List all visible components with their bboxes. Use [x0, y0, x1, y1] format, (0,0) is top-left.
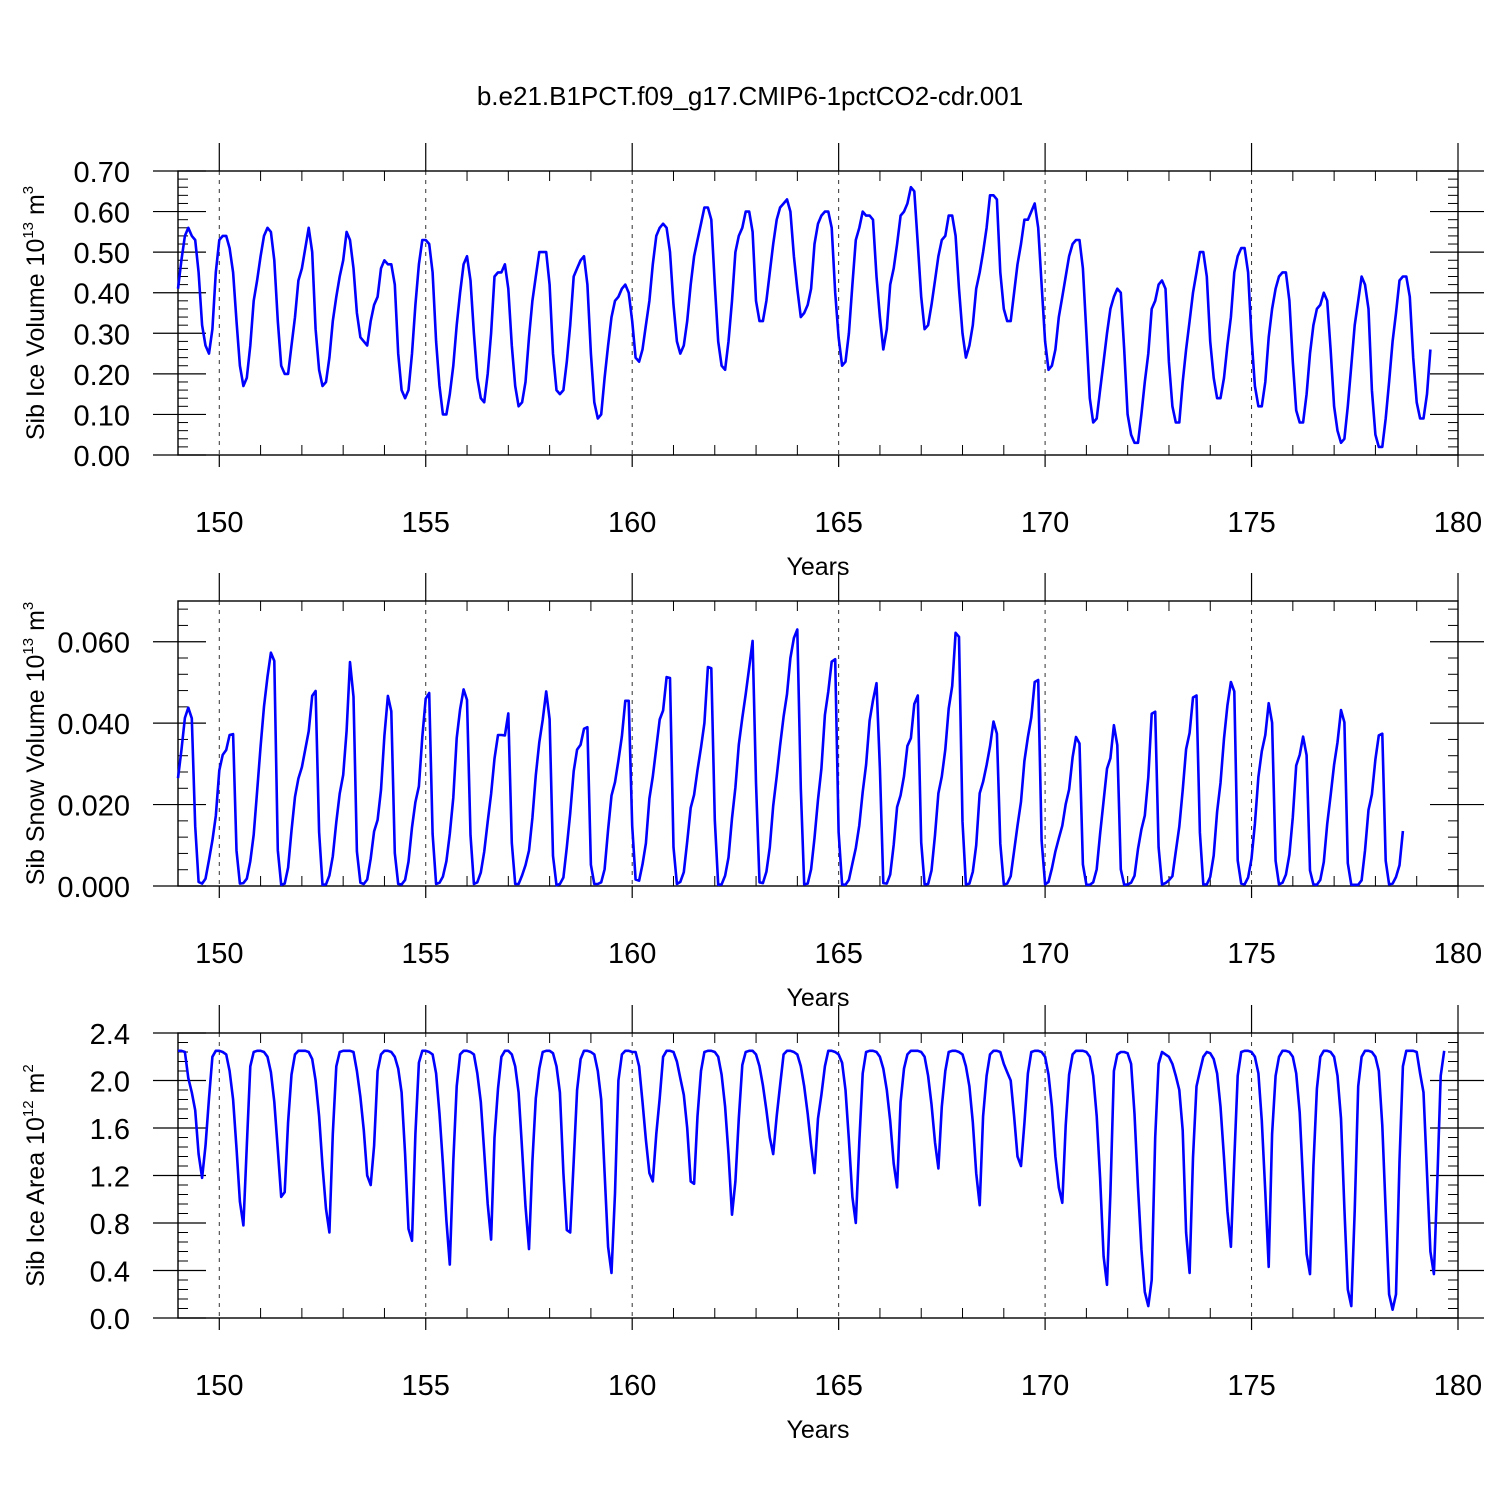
- chart-3-y-tick-label: 0.8: [90, 1209, 130, 1241]
- figure-title: b.e21.B1PCT.f09_g17.CMIP6-1pctCO2-cdr.00…: [477, 81, 1023, 111]
- chart-1-x-tick-label: 180: [1434, 507, 1482, 539]
- panels: 150 155 160 165 170 175 180 0.00 0.10 0.20 0.30 0.4…: [20, 143, 1484, 1444]
- chart-2-y-axis-title: Sib Snow Volume 1013 m3: [20, 602, 50, 886]
- chart-2-y-tick-label: 0.020: [57, 791, 130, 823]
- chart-2-x-tick-label: 170: [1021, 938, 1069, 970]
- chart-1-data-line: [176, 185, 1432, 449]
- chart-3-y-axis-title: Sib Ice Area 1012 m2: [20, 1064, 50, 1286]
- chart-2-y-axis-title-unit-exponent: 3: [20, 602, 37, 610]
- chart-2-y-axis-title-exponent: 13: [20, 638, 37, 655]
- chart-3-y-tick-label: 0.4: [90, 1257, 130, 1289]
- chart-3-x-tick-label: 150: [195, 1370, 243, 1402]
- chart-3-data-line: [178, 1049, 1446, 1311]
- chart-3-y-tick-label: 1.2: [90, 1162, 130, 1194]
- chart-1-y-axis-title-unit: m: [22, 194, 50, 222]
- chart-3-x-tick-label: 170: [1021, 1370, 1069, 1402]
- chart-3-x-tick-label: 165: [814, 1370, 862, 1402]
- chart-2-x-tick-label: 150: [195, 938, 243, 970]
- chart-2-y-tick-label: 0.000: [57, 872, 130, 904]
- chart-3-y-axis-title-text: Sib Ice Area 10: [22, 1117, 50, 1287]
- chart-1-y-axis-title-text: Sib Ice Volume 10: [22, 239, 50, 441]
- chart-2-y-tick-label: 0.040: [57, 709, 130, 741]
- chart-3-plot-frame: [177, 1032, 1459, 1319]
- chart-2-x-tick-label: 180: [1434, 938, 1482, 970]
- chart-3-x-axis-title: Years: [786, 1416, 849, 1444]
- chart-3-x-tick-label: 155: [402, 1370, 450, 1402]
- chart-1-y-tick-label: 0.60: [74, 198, 130, 230]
- chart-1-y-tick-label: 0.40: [74, 279, 130, 311]
- chart-2-x-tick-label: 155: [402, 938, 450, 970]
- chart-3-x-tick-label: 175: [1227, 1370, 1275, 1402]
- chart-3-y-axis-title-unit-exponent: 2: [20, 1064, 37, 1072]
- chart-1-plot-frame: [177, 170, 1459, 456]
- chart-1-x-tick-label: 155: [402, 507, 450, 539]
- chart-3-x-tick-label: 180: [1434, 1370, 1482, 1402]
- chart-1-x-tick-label: 170: [1021, 507, 1069, 539]
- chart-2-x-axis-title: Years: [786, 984, 849, 1012]
- chart-2-x-tick-label: 165: [814, 938, 862, 970]
- chart-2-data-line: [176, 628, 1405, 887]
- chart-2-x-tick-label: 160: [608, 938, 656, 970]
- chart-1-y-tick-label: 0.10: [74, 400, 130, 432]
- chart-1-y-tick-label: 0.00: [74, 441, 130, 473]
- chart-1-y-axis-title-unit-exponent: 3: [20, 186, 37, 194]
- chart-2-y-axis-title-unit: m: [22, 610, 50, 638]
- chart-2-y-tick-label: 0.060: [57, 628, 130, 660]
- chart-1-y-axis-title-exponent: 13: [20, 222, 37, 239]
- chart-1-x-axis-title: Years: [786, 553, 849, 581]
- chart-1-y-tick-label: 0.50: [74, 238, 130, 270]
- chart-panel-1: 150 155 160 165 170 175 180 0.00 0.10 0.20 0.30 0.4…: [20, 143, 1484, 581]
- chart-3-y-tick-label: 1.6: [90, 1114, 130, 1146]
- chart-1-x-tick-label: 175: [1227, 507, 1275, 539]
- chart-1-x-tick-label: 165: [814, 507, 862, 539]
- chart-1-x-tick-label: 150: [195, 507, 243, 539]
- chart-3-y-axis-title-unit: m: [22, 1073, 50, 1101]
- chart-2-x-tick-label: 175: [1227, 938, 1275, 970]
- chart-3-y-tick-label: 0.0: [90, 1304, 130, 1336]
- chart-panel-3: 150 155 160 165 170 175 180 0.0 0.4 0.8 1.2 1.6 2.0 2…: [20, 1005, 1484, 1444]
- chart-1-y-tick-label: 0.20: [74, 360, 130, 392]
- chart-panel-2: 150 155 160 165 170 175 180 0.000 0.020 0.040 0.06…: [20, 573, 1484, 1012]
- chart-1-x-tick-label: 160: [608, 507, 656, 539]
- chart-2-plot-frame: [177, 600, 1459, 887]
- chart-1-y-tick-label: 0.70: [74, 157, 130, 189]
- chart-3-y-tick-label: 2.0: [90, 1067, 130, 1099]
- chart-3-x-tick-label: 160: [608, 1370, 656, 1402]
- chart-1-y-tick-label: 0.30: [74, 319, 130, 351]
- chart-2-y-axis-title-text: Sib Snow Volume 10: [22, 655, 50, 886]
- chart-3-y-tick-label: 2.4: [90, 1019, 130, 1051]
- chart-3-y-axis-title-exponent: 12: [20, 1100, 37, 1117]
- chart-1-y-axis-title: Sib Ice Volume 1013 m3: [20, 186, 50, 440]
